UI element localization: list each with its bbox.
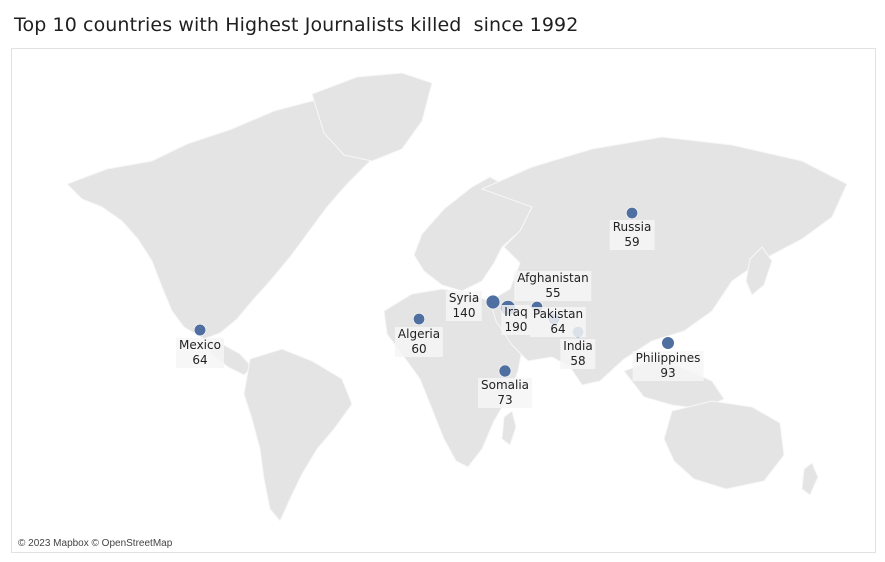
bubble-algeria[interactable] [412, 312, 425, 325]
north-america-landmass [66, 90, 393, 340]
bubble-syria[interactable] [485, 294, 501, 310]
label-somalia-value: 73 [497, 393, 513, 407]
label-pakistan-value: 64 [550, 322, 566, 336]
label-iraq-name: Iraq [504, 305, 528, 319]
label-india-value: 58 [570, 354, 586, 368]
japan-landmass [745, 246, 773, 296]
label-syria: Syria 140 [445, 291, 483, 321]
map-canvas [66, 72, 848, 522]
map-attribution: © 2023 Mapbox © OpenStreetMap [18, 538, 173, 549]
label-afghanistan: Afghanistan 55 [514, 271, 592, 301]
label-afghanistan-value: 55 [545, 286, 561, 300]
bubble-somalia[interactable] [498, 364, 512, 378]
new-zealand-landmass [801, 462, 819, 496]
label-philippines-name: Philippines [635, 351, 701, 365]
chart-title: Top 10 countries with Highest Journalist… [14, 14, 579, 36]
label-somalia-name: Somalia [480, 378, 530, 392]
label-india-name: India [563, 339, 593, 353]
label-india: India 58 [560, 339, 596, 369]
label-algeria-value: 60 [411, 342, 427, 356]
label-afghanistan-name: Afghanistan [517, 271, 589, 285]
label-iraq-value: 190 [504, 320, 528, 334]
label-russia-value: 59 [624, 235, 640, 249]
greenland-landmass [311, 72, 433, 162]
label-algeria: Algeria 60 [394, 327, 444, 357]
world-map[interactable]: Mexico 64 Algeria 60 Syria 140 Iraq 190 Afghanis… [11, 48, 876, 553]
label-pakistan: Pakistan 64 [529, 307, 587, 337]
bubble-russia[interactable] [625, 207, 638, 220]
label-syria-name: Syria [448, 291, 480, 305]
label-pakistan-name: Pakistan [532, 307, 584, 321]
label-algeria-name: Algeria [397, 327, 441, 341]
label-mexico-name: Mexico [179, 338, 221, 352]
label-russia-name: Russia [612, 220, 652, 234]
australia-landmass [663, 400, 785, 490]
bubble-mexico[interactable] [193, 323, 207, 337]
label-mexico-value: 64 [192, 353, 208, 367]
label-iraq: Iraq 190 [501, 305, 531, 335]
label-syria-value: 140 [452, 306, 476, 320]
south-america-landmass [243, 348, 353, 522]
europe-landmass [413, 176, 533, 292]
label-somalia: Somalia 73 [477, 378, 533, 408]
madagascar-landmass [501, 410, 517, 446]
label-russia: Russia 59 [609, 220, 655, 250]
label-philippines: Philippines 93 [632, 351, 704, 381]
label-philippines-value: 93 [660, 366, 676, 380]
bubble-philippines[interactable] [661, 336, 675, 350]
label-mexico: Mexico 64 [176, 338, 224, 368]
